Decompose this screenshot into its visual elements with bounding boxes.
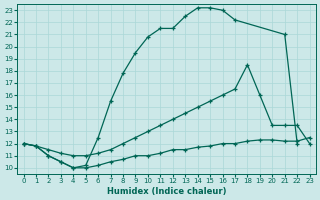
X-axis label: Humidex (Indice chaleur): Humidex (Indice chaleur) — [107, 187, 226, 196]
